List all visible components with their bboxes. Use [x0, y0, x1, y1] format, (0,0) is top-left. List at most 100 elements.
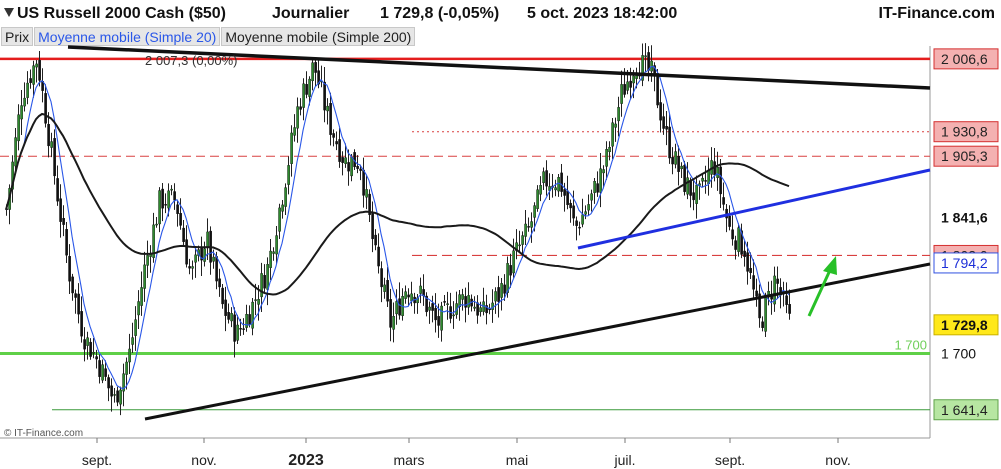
price-label-text: 1 905,3	[941, 148, 988, 164]
candle-body	[158, 190, 161, 225]
candle-body	[305, 84, 308, 95]
candle-body	[386, 280, 389, 302]
candle-body	[452, 314, 455, 317]
candle-body	[446, 303, 449, 305]
candle-body	[719, 166, 722, 195]
candle-body	[362, 169, 365, 196]
candle-body	[350, 156, 353, 177]
price-label-box	[933, 252, 999, 274]
candle-body	[263, 275, 266, 289]
candle-body	[722, 197, 725, 205]
candle-body	[245, 314, 248, 328]
candle-body	[584, 211, 587, 215]
candle-body	[341, 157, 344, 163]
candle-body	[740, 230, 743, 255]
candle-body	[443, 301, 446, 303]
candle-body	[143, 264, 146, 289]
high-annotation: 2 007,3 (0,00%)	[145, 53, 238, 68]
candle-body	[191, 266, 194, 269]
candle-body	[620, 84, 623, 104]
candle-body	[581, 214, 584, 225]
candle-body	[737, 227, 740, 252]
candle-body	[650, 60, 653, 72]
candle-body	[287, 165, 290, 185]
candle-body	[587, 204, 590, 211]
candle-body	[194, 254, 197, 263]
candle-body	[530, 221, 533, 228]
candle-body	[542, 171, 545, 184]
candle-body	[632, 75, 635, 84]
price-label-text: 2 006,6	[941, 51, 988, 67]
price-label-box	[933, 399, 999, 421]
candle-body	[557, 177, 560, 192]
candle-body	[59, 198, 62, 222]
candle-body	[251, 301, 254, 329]
candle-body	[317, 70, 320, 85]
candle-body	[86, 337, 89, 346]
candle-body	[230, 313, 233, 322]
ascending-trendline	[144, 262, 931, 421]
candle-body	[371, 212, 374, 240]
candle-body	[254, 299, 257, 301]
candle-body	[221, 287, 224, 305]
candle-body	[485, 305, 488, 314]
candle-body	[476, 302, 479, 316]
candle-body	[278, 207, 281, 232]
candle-body	[494, 291, 497, 302]
candle-body	[389, 299, 392, 328]
candle-body	[338, 139, 341, 162]
candle-body	[62, 218, 65, 225]
candle-body	[755, 290, 758, 297]
candle-body	[578, 226, 581, 229]
candle-body	[119, 389, 122, 405]
price-label-box	[933, 314, 999, 336]
candle-body	[458, 294, 461, 308]
legend-ma20[interactable]: Moyenne mobile (Simple 20)	[34, 27, 221, 46]
instrument-title: US Russell 2000 Cash ($50)	[17, 5, 226, 22]
price-label-box	[933, 145, 999, 167]
candle-body	[83, 339, 86, 350]
candle-body	[689, 180, 692, 196]
candle-body	[608, 147, 611, 153]
candle-body	[179, 213, 182, 226]
dropdown-triangle-icon[interactable]	[4, 8, 14, 17]
candle-body	[563, 189, 566, 196]
candle-body	[227, 312, 230, 320]
candle-body	[269, 250, 272, 268]
candle-body	[296, 106, 299, 129]
price-label-text: 1 841,6	[941, 209, 988, 225]
x-tick-label: sept.	[715, 452, 745, 468]
candle-body	[116, 390, 119, 403]
candle-body	[461, 294, 464, 300]
candle-body	[80, 311, 83, 337]
legend-price[interactable]: Prix	[1, 27, 34, 46]
candle-body	[212, 256, 215, 262]
candle-body	[758, 293, 761, 319]
candle-body	[659, 102, 662, 121]
candle-body	[674, 151, 677, 165]
quote-datetime: 5 oct. 2023 18:42:00	[527, 5, 678, 22]
candle-body	[146, 255, 149, 266]
candle-body	[299, 106, 302, 110]
legend-ma200[interactable]: Moyenne mobile (Simple 200)	[221, 27, 416, 46]
candle-body	[398, 298, 401, 316]
watermark: © IT-Finance.com	[4, 428, 83, 439]
candle-body	[101, 364, 104, 381]
x-tick-label: nov.	[825, 452, 850, 468]
candle-body	[464, 296, 467, 308]
x-tick-label: juil.	[613, 452, 635, 468]
price-label-box	[933, 206, 999, 228]
candle-body	[368, 193, 371, 215]
candle-body	[392, 316, 395, 330]
candle-body	[593, 181, 596, 193]
candle-body	[308, 78, 311, 97]
candle-body	[77, 293, 80, 315]
candle-body	[92, 352, 95, 354]
candle-body	[20, 105, 23, 120]
candle-body	[275, 235, 278, 255]
candle-body	[356, 165, 359, 169]
candle-body	[497, 287, 500, 302]
candle-body	[206, 231, 209, 248]
candle-body	[665, 126, 668, 130]
candle-body	[176, 204, 179, 214]
